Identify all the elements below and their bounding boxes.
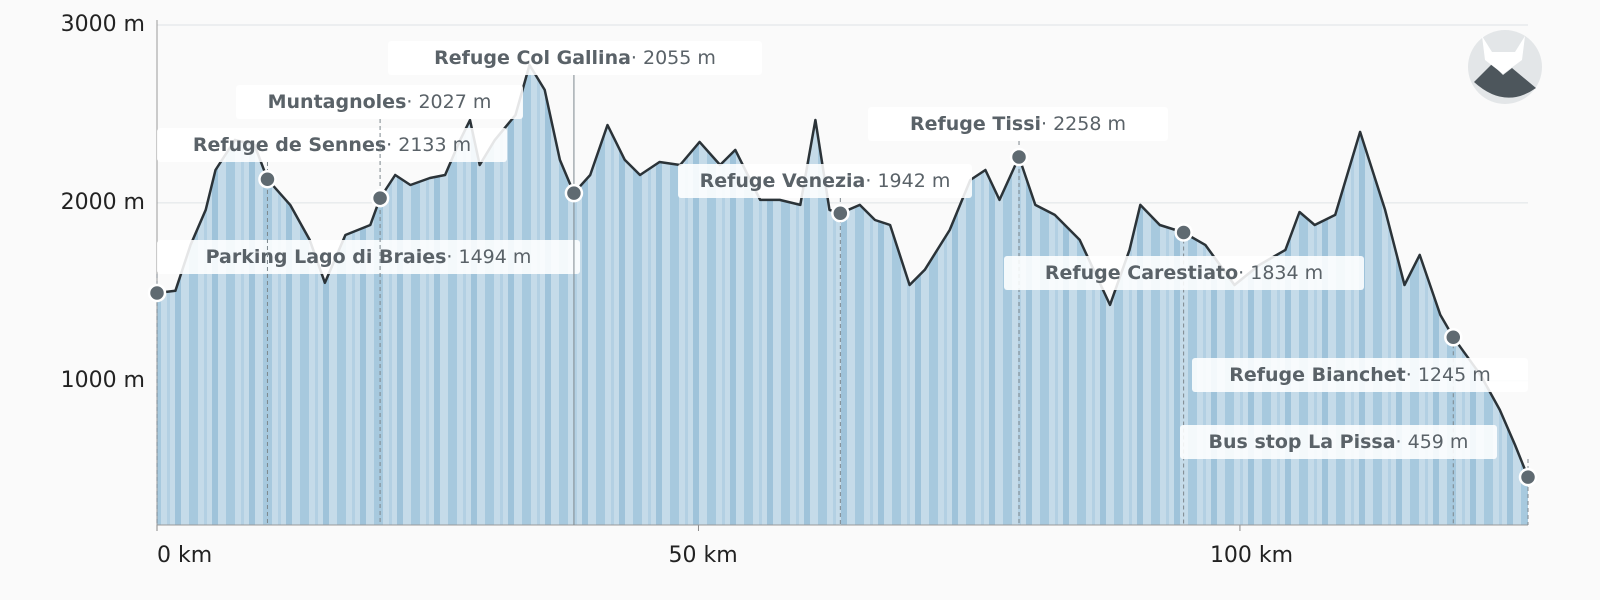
label-box bbox=[157, 240, 580, 274]
waypoint-name: Muntagnoles bbox=[268, 91, 407, 113]
label-box bbox=[678, 164, 972, 198]
waypoint-label: Refuge Bianchet· 1245 m bbox=[1229, 364, 1491, 386]
waypoint-marker bbox=[564, 183, 584, 203]
waypoint-marker bbox=[370, 188, 390, 208]
label-box bbox=[1192, 358, 1528, 392]
waypoint-name: Parking Lago di Braies bbox=[206, 246, 447, 268]
logo bbox=[1468, 30, 1542, 104]
waypoint-elevation: · 2133 m bbox=[386, 134, 471, 156]
waypoint-name: Refuge Col Gallina bbox=[434, 47, 631, 69]
line bbox=[156, 63, 1530, 478]
waypoint-label: Refuge Col Gallina· 2055 m bbox=[434, 47, 716, 69]
label-box bbox=[236, 85, 523, 119]
waypoint-marker bbox=[1444, 328, 1463, 347]
waypoint-elevation: · 459 m bbox=[1396, 431, 1469, 453]
waypoint-elevation: · 1942 m bbox=[865, 170, 950, 192]
waypoint-elevation: · 2027 m bbox=[406, 91, 491, 113]
waypoint-label: Refuge Carestiato· 1834 m bbox=[1045, 262, 1323, 284]
waypoint-label: Bus stop La Pissa· 459 m bbox=[1209, 431, 1469, 453]
y-tick-label: 3000 m bbox=[61, 12, 145, 37]
waypoint-elevation: · 2258 m bbox=[1041, 113, 1126, 135]
waypoint-marker bbox=[258, 170, 277, 189]
label-box bbox=[868, 107, 1168, 141]
waypoint-label: Refuge Tissi· 2258 m bbox=[910, 113, 1126, 135]
waypoint-marker bbox=[147, 283, 167, 303]
waypoint-elevation: · 1834 m bbox=[1238, 262, 1323, 284]
waypoint-label: Refuge de Sennes· 2133 m bbox=[193, 134, 471, 156]
waypoint-marker bbox=[1174, 223, 1193, 242]
waypoint-marker bbox=[1518, 467, 1538, 487]
y-tick-label: 2000 m bbox=[61, 190, 145, 215]
x-tick-label: 0 km bbox=[157, 543, 212, 568]
label-box bbox=[1004, 256, 1364, 290]
waypoint-name: Refuge Tissi bbox=[910, 113, 1041, 135]
label-box bbox=[388, 41, 762, 75]
y-tick-label: 1000 m bbox=[61, 368, 145, 393]
waypoint-label: Muntagnoles· 2027 m bbox=[268, 91, 492, 113]
x-tick-label: 50 km bbox=[668, 543, 737, 568]
waypoint-elevation: · 2055 m bbox=[631, 47, 716, 69]
waypoint-label: Refuge Venezia· 1942 m bbox=[700, 170, 951, 192]
label-box bbox=[1180, 425, 1497, 459]
waypoint-elevation: · 1245 m bbox=[1406, 364, 1491, 386]
waypoint-name: Bus stop La Pissa bbox=[1209, 431, 1396, 453]
waypoint-marker bbox=[831, 204, 850, 223]
x-tick-label: 100 km bbox=[1210, 543, 1293, 568]
label-box bbox=[157, 128, 507, 162]
waypoint-label: Parking Lago di Braies· 1494 m bbox=[206, 246, 532, 268]
waypoint-elevation: · 1494 m bbox=[446, 246, 531, 268]
waypoint-name: Refuge Carestiato bbox=[1045, 262, 1238, 284]
waypoint-name: Refuge de Sennes bbox=[193, 134, 386, 156]
waypoint-marker bbox=[1009, 147, 1029, 167]
waypoint-name: Refuge Venezia bbox=[700, 170, 866, 192]
area bbox=[157, 65, 1528, 525]
waypoint-name: Refuge Bianchet bbox=[1229, 364, 1406, 386]
